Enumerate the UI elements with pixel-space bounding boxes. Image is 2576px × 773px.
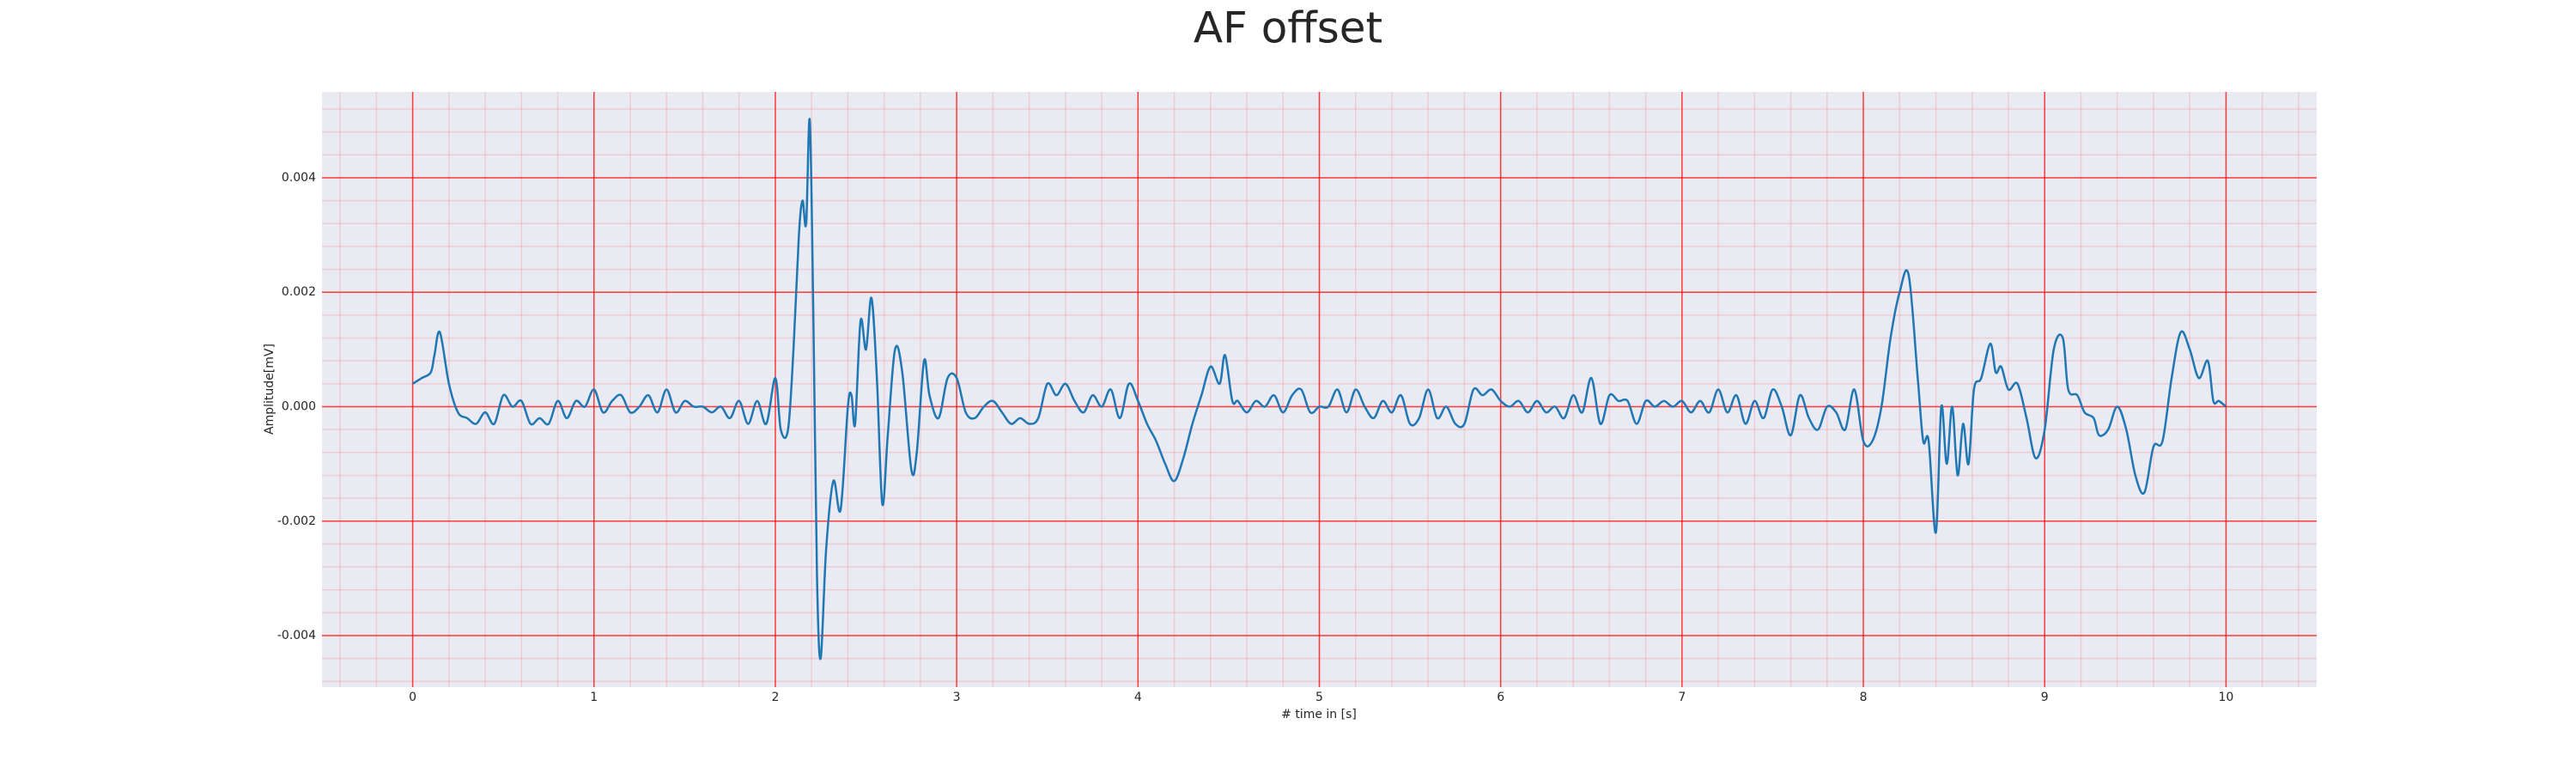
x-axis-label: # time in [s] — [1281, 708, 1357, 721]
x-tick-label: 6 — [1497, 691, 1504, 704]
y-tick-label: -0.002 — [277, 514, 316, 528]
y-tick-label: -0.004 — [277, 629, 316, 642]
x-tick-label: 10 — [2218, 691, 2233, 704]
x-tick-label: 4 — [1134, 691, 1142, 704]
chart-title: AF offset — [1194, 3, 1382, 53]
y-tick-label: 0.002 — [282, 285, 316, 299]
ticks: 0 1 2 3 4 5 6 7 8 9 10 -0.004 -0.002 0.000 0.002 0.004 — [277, 171, 2233, 704]
data-line — [411, 118, 2227, 660]
y-tick-label: 0.000 — [282, 399, 316, 413]
x-tick-label: 2 — [771, 691, 779, 704]
x-tick-label: 7 — [1678, 691, 1686, 704]
y-tick-label: 0.004 — [282, 171, 316, 185]
x-tick-label: 0 — [409, 691, 416, 704]
x-tick-label: 1 — [590, 691, 598, 704]
x-tick-label: 3 — [953, 691, 961, 704]
x-tick-label: 9 — [2041, 691, 2049, 704]
x-tick-label: 8 — [1860, 691, 1868, 704]
x-tick-label: 5 — [1315, 691, 1323, 704]
series — [411, 118, 2227, 660]
y-axis-label: Amplitude[mV] — [263, 344, 276, 435]
